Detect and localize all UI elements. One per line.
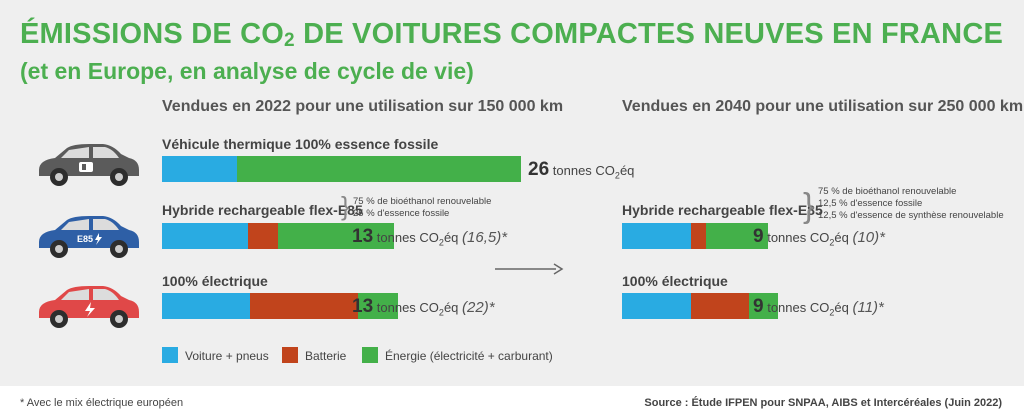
bar-electrique-2040 [622,293,778,319]
label-hybride-2040: Hybride rechargeable flex-E85 [622,202,823,218]
page-title: ÉMISSIONS DE CO2 DE VOITURES COMPACTES N… [20,18,1004,51]
note-line: 25 % d'essence fossile [353,208,450,219]
car-hybrid-icon: E85 [39,216,139,258]
column-header-2040: Vendues en 2040 pour une utilisation sur… [622,98,1024,115]
segment-voiture-pneus [622,293,691,319]
bar-hybride-2022 [162,223,394,249]
legend-label-voiture: Voiture + pneus [185,349,269,363]
legend-swatch-energie [362,347,378,363]
label-hybride-2022: Hybride rechargeable flex-E85 [162,202,363,218]
car-thermal-icon [39,144,139,186]
segment-batterie [691,293,749,319]
bar-thermique [162,156,521,182]
value-hybride-2040: 9 tonnes CO2éq (10)* [753,226,885,248]
brace-2022: } [341,191,350,221]
footer-bar [0,386,1024,418]
bar-electrique-2022 [162,293,398,319]
segment-batterie [691,223,707,249]
note-hybride-2040: 75 % de bioéthanol renouvelable 12,5 % d… [818,186,1004,222]
note-hybride-2022: 75 % de bioéthanol renouvelable 25 % d'e… [353,196,491,220]
bar-hybride-2040 [622,223,769,249]
segment-energie [706,223,769,249]
segment-voiture-pneus [162,223,248,249]
label-thermique: Véhicule thermique 100% essence fossile [162,136,439,152]
segment-batterie [247,223,278,249]
page-subtitle: (et en Europe, en analyse de cycle de vi… [20,58,474,84]
car-electric-icon [39,286,139,328]
note-line: 75 % de bioéthanol renouvelable [353,196,492,207]
note-line: 12,5 % d'essence de synthèse renouvelabl… [818,210,1004,221]
label-electrique-2040: 100% électrique [622,273,728,289]
segment-energie [277,223,394,249]
value-electrique-2040: 9 tonnes CO2éq (11)* [753,296,884,318]
note-line: 75 % de bioéthanol renouvelable [818,186,957,197]
legend-swatch-voiture [162,347,178,363]
segment-batterie [250,293,358,319]
car-badge-e85: E85 [77,234,93,244]
note-line: 12,5 % d'essence fossile [818,198,923,209]
legend-label-energie: Énergie (électricité + carburant) [385,349,553,363]
legend-label-batterie: Batterie [305,349,347,363]
source-note: Source : Étude IFPEN pour SNPAA, AIBS et… [644,397,1002,409]
brace-2040: } [803,187,815,225]
value-electrique-2022: 13 tonnes CO2éq (22)* [352,296,495,318]
legend-swatch-batterie [282,347,298,363]
segment-voiture-pneus [162,156,237,182]
segment-voiture-pneus [162,293,251,319]
arrow-right-icon [495,263,564,275]
segment-energie [357,293,398,319]
footnote: * Avec le mix électrique européen [20,397,184,409]
value-thermique: 26 tonnes CO2éq [528,159,635,181]
segment-energie [236,156,521,182]
value-hybride-2022: 13 tonnes CO2éq (16,5)* [352,226,508,248]
segment-energie [748,293,778,319]
segment-voiture-pneus [622,223,691,249]
label-electrique-2022: 100% électrique [162,273,268,289]
column-header-2022: Vendues en 2022 pour une utilisation sur… [162,98,564,115]
